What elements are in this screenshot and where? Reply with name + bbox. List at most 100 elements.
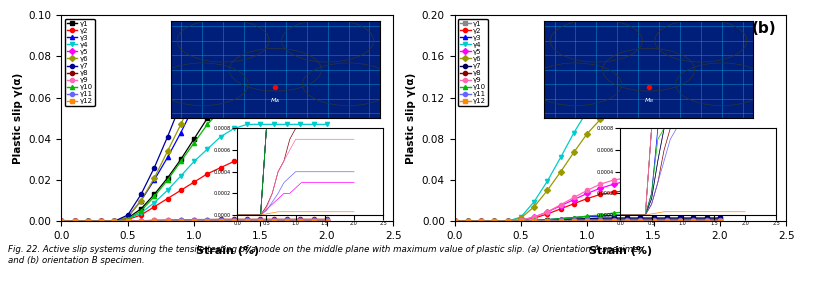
γ2	[609, 191, 618, 194]
γ3	[322, 28, 332, 32]
γ12	[622, 219, 632, 223]
γ3	[229, 44, 239, 48]
γ11	[490, 219, 500, 223]
γ5	[322, 219, 332, 222]
γ1	[242, 73, 252, 77]
γ12	[529, 219, 539, 223]
γ2	[123, 218, 133, 221]
γ4	[136, 211, 146, 215]
γ7	[229, 30, 239, 33]
γ8	[163, 218, 173, 222]
γ9	[636, 175, 645, 179]
γ5	[296, 219, 305, 222]
γ2	[476, 219, 486, 223]
γ9	[296, 218, 305, 221]
γ11	[57, 219, 66, 223]
γ5	[110, 219, 120, 223]
γ6	[229, 42, 239, 46]
γ3	[702, 213, 712, 217]
γ3	[529, 218, 539, 222]
γ6	[149, 176, 159, 180]
γ4	[70, 219, 79, 223]
γ2	[215, 166, 225, 169]
γ6	[675, 88, 685, 91]
γ3	[649, 213, 658, 217]
γ6	[242, 42, 252, 46]
γ3	[57, 219, 66, 223]
γ12	[83, 219, 93, 223]
γ10	[622, 210, 632, 214]
γ4	[463, 219, 473, 223]
γ10	[702, 203, 712, 207]
γ12	[516, 219, 526, 223]
γ2	[516, 218, 526, 222]
γ2	[689, 188, 699, 192]
γ1	[123, 216, 133, 220]
γ12	[123, 219, 133, 223]
γ1	[689, 216, 699, 220]
γ3	[675, 213, 685, 217]
Line: γ3: γ3	[452, 213, 722, 223]
γ10	[490, 219, 500, 223]
γ2	[556, 207, 566, 211]
γ5	[715, 174, 725, 178]
γ8	[609, 218, 618, 222]
γ8	[689, 218, 699, 222]
γ8	[110, 219, 120, 223]
γ3	[97, 219, 106, 223]
γ10	[123, 217, 133, 221]
γ11	[476, 219, 486, 223]
γ12	[296, 219, 305, 223]
γ12	[662, 219, 672, 223]
Line: γ2: γ2	[452, 188, 722, 223]
γ5	[189, 219, 199, 222]
γ10	[282, 81, 292, 85]
γ1	[70, 219, 79, 223]
Line: γ8: γ8	[59, 217, 329, 223]
γ12	[463, 219, 473, 223]
γ7	[595, 216, 605, 220]
γ7	[529, 219, 539, 222]
Line: γ1: γ1	[59, 50, 329, 223]
Text: (a): (a)	[359, 21, 383, 36]
γ7	[256, 28, 265, 32]
γ4	[176, 174, 186, 178]
γ4	[450, 219, 459, 223]
γ5	[609, 182, 618, 186]
γ11	[97, 219, 106, 223]
γ3	[123, 215, 133, 219]
γ10	[516, 219, 526, 223]
γ5	[269, 219, 278, 222]
γ1	[490, 219, 500, 223]
γ7	[649, 216, 658, 220]
γ6	[110, 219, 120, 223]
γ9	[322, 218, 332, 221]
γ6	[176, 122, 186, 126]
γ2	[595, 193, 605, 196]
γ10	[242, 92, 252, 95]
γ10	[202, 122, 212, 126]
γ2	[622, 188, 632, 192]
γ1	[229, 83, 239, 87]
Legend: γ1, γ2, γ3, γ4, γ5, γ6, γ7, γ8, γ9, γ10, γ11, γ12: γ1, γ2, γ3, γ4, γ5, γ6, γ7, γ8, γ9, γ10,…	[65, 18, 95, 106]
γ6	[609, 106, 618, 110]
γ3	[503, 219, 513, 223]
γ3	[715, 213, 725, 217]
γ5	[256, 219, 265, 222]
γ2	[110, 219, 120, 223]
γ7	[202, 44, 212, 48]
γ1	[322, 50, 332, 54]
γ12	[503, 219, 513, 223]
γ12	[242, 219, 252, 223]
γ7	[569, 217, 579, 221]
γ8	[476, 219, 486, 223]
γ10	[662, 206, 672, 210]
γ8	[189, 218, 199, 221]
γ4	[149, 201, 159, 205]
γ9	[70, 219, 79, 223]
γ3	[176, 131, 186, 135]
γ4	[296, 122, 305, 126]
γ8	[529, 219, 539, 223]
γ4	[322, 122, 332, 126]
γ7	[269, 28, 278, 32]
